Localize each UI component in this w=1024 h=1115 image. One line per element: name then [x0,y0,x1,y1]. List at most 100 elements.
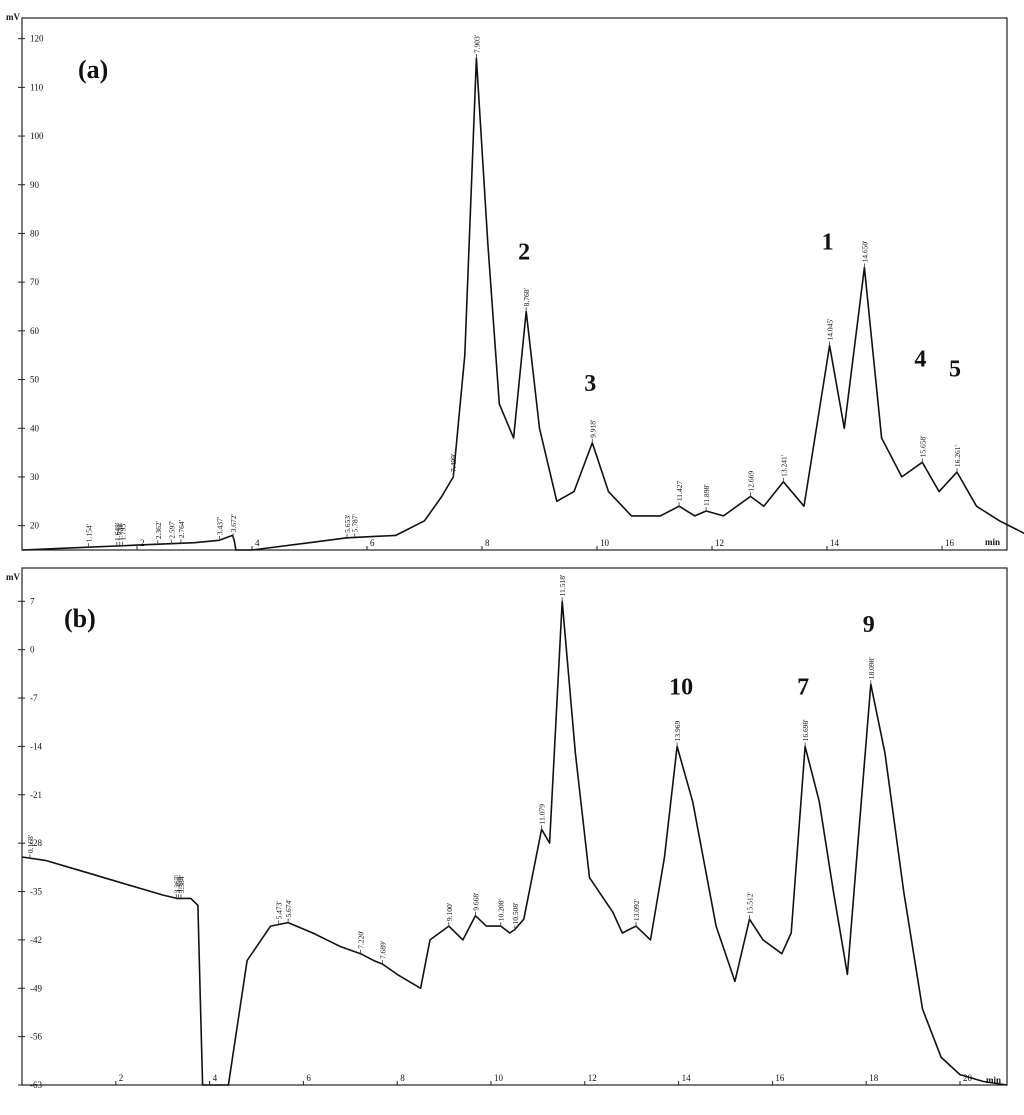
y-tick-label: -63 [30,1080,42,1090]
peak-retention-label: 16.261' [953,444,962,467]
peak-retention-label: 1.795' [119,522,128,541]
y-tick-label: 90 [30,180,40,190]
peak-number: 2 [518,239,530,265]
peak-retention-label: 3.358' [175,875,184,894]
peak-retention-label: 9.668' [471,892,480,911]
y-tick-label: -28 [30,838,42,848]
peak-retention-label: 3.384' [177,875,186,894]
y-tick-label: 50 [30,375,40,385]
peak-retention-label: 13.969 [673,721,682,742]
peak-retention-label: 1.154' [84,523,93,542]
peak-retention-label: 5.473' [275,901,284,920]
peak-retention-label: 7.689' [379,940,388,959]
chromatogram-trace-a [21,57,1024,551]
x-tick-label: 8 [485,538,490,548]
peak-number: 9 [863,612,875,638]
peak-retention-label: 13.241' [779,454,788,477]
y-tick-label: 70 [30,277,40,287]
peak-retention-label: 16.698' [801,719,810,742]
y-tick-label: 20 [30,521,40,531]
y-tick-label: 30 [30,472,40,482]
y-tick-label: -35 [30,887,42,897]
peak-retention-label: 10.508' [511,902,520,925]
x-tick-label: 4 [255,538,260,548]
peak-retention-label: 13.092' [632,898,641,921]
x-tick-label: 10 [494,1073,504,1083]
y-tick-label: -21 [30,790,42,800]
peak-number: 7 [797,674,809,700]
peak-retention-label: 9.100' [445,902,454,921]
y-tick-label: 110 [30,82,44,92]
y-tick-label: -14 [30,741,42,751]
plot-frame-a [21,17,1008,551]
x-tick-label: 4 [213,1073,218,1083]
x-tick-label: 14 [682,1073,692,1083]
peak-retention-label: 9.918' [588,419,597,438]
x-tick-label: 8 [400,1073,405,1083]
x-tick-label: 2 [140,538,145,548]
y-tick-label: 0 [30,645,35,655]
peak-retention-label: 15.658' [918,435,927,458]
peak-retention-label: 15.512' [746,892,755,915]
peak-retention-label: 2.764' [177,519,186,538]
chromatogram-trace-b [21,600,1008,1086]
peak-retention-label: 1.734' [116,522,125,541]
x-tick-label: 14 [830,538,840,548]
peak-retention-label: 3.437' [216,516,225,535]
peak-number: 1 [822,230,834,256]
peak-retention-label: 8.768' [522,287,531,306]
panel-label: (a) [78,55,108,84]
peak-retention-label: 5.674' [284,899,293,918]
peak-number: 4 [914,347,926,373]
x-tick-label: 10 [600,538,610,548]
peak-number: 10 [669,674,693,700]
peak-retention-label: 14.650' [860,240,869,263]
x-tick-label: 12 [715,538,724,548]
x-tick-label: 6 [370,538,375,548]
peak-retention-label: 5.787' [351,514,360,533]
peak-retention-label: 7.220' [357,930,366,949]
peak-retention-label: 7.499' [449,453,458,472]
chart-panel-b: 7 0 -7 -14 -21 -28 -35 -42 -49 -56 -63 2 4 6 8 10 12 14 16… [6,567,1008,1090]
peak-retention-label: 10.208' [497,898,506,921]
x-tick-label: 16 [775,1073,785,1083]
peak-retention-label: 5.653' [343,514,352,533]
peak-retention-label: 14.045' [826,318,835,341]
y-tick-label: 120 [30,34,44,44]
panel-label: (b) [64,604,96,633]
plot-frame-b [21,567,1008,1086]
peak-retention-label: 12.669 [746,471,755,492]
y-tick-label: 80 [30,228,40,238]
y-tick-label: 100 [30,131,44,141]
y-tick-label: 7 [30,596,35,606]
x-tick-label: 2 [119,1073,124,1083]
peak-retention-label: 2.362' [154,520,163,539]
peak-retention-label: 3.267' [172,874,181,893]
y-tick-label: -56 [30,1032,42,1042]
x-tick-label: 6 [306,1073,311,1083]
peak-retention-label: 18.098' [867,657,876,680]
peak-retention-label: 2.597' [167,520,176,539]
x-axis-unit: min [986,1075,1001,1085]
y-axis-unit: mV [6,12,20,22]
peak-retention-label: 11.079 [538,804,547,825]
y-tick-label: 60 [30,326,40,336]
y-tick-label: -7 [30,693,38,703]
x-tick-label: 16 [945,538,955,548]
y-tick-label: -42 [30,935,42,945]
peak-retention-label: 7.903' [472,34,481,53]
peak-number: 5 [949,356,961,382]
peak-number: 3 [584,371,596,397]
peak-retention-label: 11.427 [675,481,684,502]
peak-retention-label: 11.898' [702,484,711,506]
peak-retention-label: 11.518' [558,574,567,596]
x-tick-label: 18 [869,1073,879,1083]
peak-retention-label: 1.648' [113,522,122,541]
y-tick-label: -49 [30,983,42,993]
x-tick-label: 12 [588,1073,597,1083]
peak-retention-label: 0.168' [26,834,35,853]
y-tick-label: 40 [30,423,40,433]
x-axis-unit: min [985,537,1000,547]
